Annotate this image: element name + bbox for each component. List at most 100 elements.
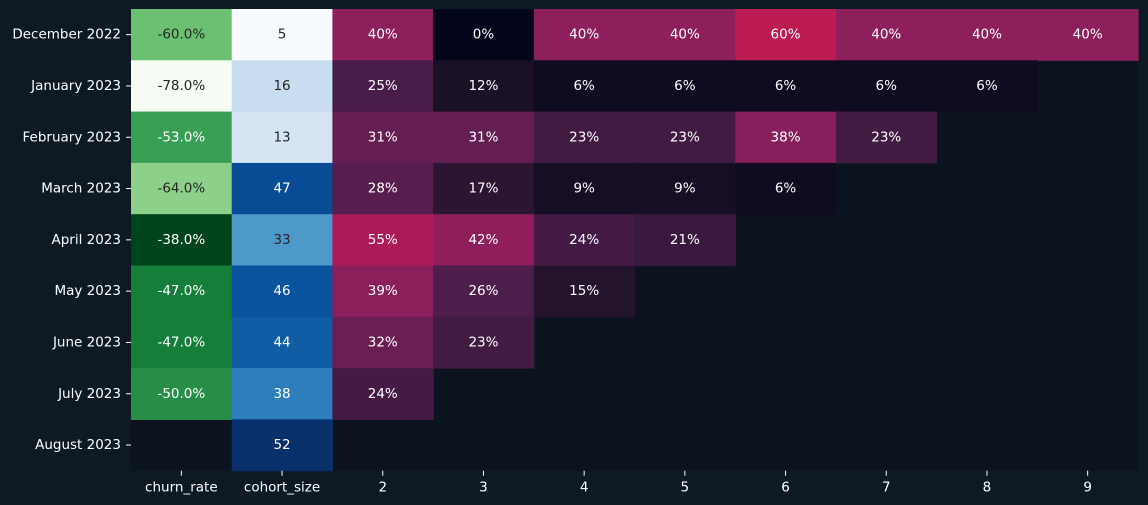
- x-tick-label: 4: [580, 480, 589, 496]
- retention-cell: [735, 60, 837, 113]
- retention-cell: [533, 9, 636, 61]
- retention-cell-label: 60%: [771, 27, 801, 43]
- retention-cell-label: 28%: [368, 181, 398, 197]
- retention-cell: [433, 60, 535, 113]
- cohort-size-cell-label: 33: [273, 232, 290, 248]
- y-tick-label: March 2023: [41, 181, 121, 197]
- churn-rate-cell-label: -47.0%: [157, 283, 205, 299]
- retention-cell-label: 6%: [876, 78, 898, 94]
- retention-cell-label: 40%: [1073, 27, 1103, 43]
- churn-rate-cell: [131, 162, 233, 215]
- retention-cell-label: 25%: [368, 78, 398, 94]
- retention-cell-label: 40%: [871, 27, 901, 43]
- cohort-size-cell: [231, 316, 333, 369]
- retention-cell: [533, 60, 636, 113]
- retention-cell: [332, 265, 434, 318]
- cohort-size-cell-label: 5: [278, 27, 287, 43]
- retention-cell-label: 40%: [368, 27, 398, 43]
- churn-rate-cell: [131, 111, 233, 164]
- retention-cell: [433, 111, 535, 164]
- retention-cell-label: 38%: [771, 129, 801, 145]
- retention-cell-label: 32%: [368, 334, 398, 350]
- retention-cell: [835, 111, 938, 164]
- retention-cell-label: 6%: [775, 181, 797, 197]
- y-tick-label: February 2023: [23, 129, 121, 145]
- cohort-size-cell-label: 38: [273, 386, 290, 402]
- cohort-size-cell: [231, 162, 333, 215]
- retention-cell-label: 9%: [674, 181, 696, 197]
- retention-cell-label: 24%: [569, 232, 599, 248]
- y-tick-label: June 2023: [52, 334, 121, 350]
- retention-cell-label: 0%: [473, 27, 495, 43]
- churn-rate-cell: [131, 60, 233, 113]
- churn-rate-cell-label: -50.0%: [157, 386, 205, 402]
- retention-cell-label: 15%: [569, 283, 599, 299]
- x-tick-label: 5: [681, 480, 690, 496]
- y-tick-label: May 2023: [54, 283, 121, 299]
- churn-rate-cell-label: -53.0%: [157, 129, 205, 145]
- retention-cell-label: 26%: [468, 283, 498, 299]
- retention-cell: [735, 162, 837, 215]
- retention-cell: [533, 111, 636, 164]
- retention-cell: [332, 9, 434, 61]
- retention-cell: [332, 111, 434, 164]
- retention-cell-label: 6%: [674, 78, 696, 94]
- cohort-size-cell: [231, 60, 333, 113]
- retention-cell: [433, 214, 535, 267]
- retention-cell: [332, 162, 434, 215]
- churn-rate-cell-label: -47.0%: [157, 334, 205, 350]
- x-tick-label: 2: [378, 480, 387, 496]
- churn-rate-cell: [131, 368, 233, 420]
- cohort-size-cell: [231, 265, 333, 318]
- retention-cell: [332, 60, 434, 113]
- churn-rate-cell: [131, 265, 233, 318]
- x-tick-label: cohort_size: [244, 480, 320, 496]
- retention-cell-label: 6%: [573, 78, 595, 94]
- cohort-size-cell-label: 16: [273, 78, 290, 94]
- x-tick-label: 3: [479, 480, 488, 496]
- retention-cell-label: 24%: [368, 386, 398, 402]
- retention-cell: [433, 265, 535, 318]
- cohort-size-cell: [231, 368, 333, 420]
- cohort-size-cell: [231, 419, 333, 472]
- retention-cell: [634, 111, 736, 164]
- retention-cell: [533, 162, 636, 215]
- retention-cell-label: 23%: [468, 334, 498, 350]
- retention-cell-label: 9%: [573, 181, 595, 197]
- churn-rate-cell-label: -78.0%: [157, 78, 205, 94]
- cohort-size-cell-label: 44: [273, 334, 290, 350]
- x-tick-label: 7: [882, 480, 891, 496]
- cohort-size-cell-label: 46: [273, 283, 290, 299]
- retention-cell-label: 31%: [368, 129, 398, 145]
- retention-cell-label: 23%: [670, 129, 700, 145]
- cohort-size-cell-label: 52: [273, 437, 290, 453]
- retention-cell: [533, 265, 636, 318]
- retention-cell: [936, 60, 1038, 113]
- cohort-size-cell-label: 47: [273, 181, 290, 197]
- retention-cell: [332, 368, 434, 420]
- retention-cell: [634, 162, 736, 215]
- y-tick-label: July 2023: [57, 386, 121, 402]
- churn-rate-cell-label: -64.0%: [157, 181, 205, 197]
- retention-cell-label: 12%: [468, 78, 498, 94]
- retention-cell-label: 40%: [972, 27, 1002, 43]
- churn-rate-cell: [131, 9, 233, 61]
- retention-cell-label: 55%: [368, 232, 398, 248]
- churn-rate-cell: [131, 316, 233, 369]
- x-tick-label: 8: [983, 480, 992, 496]
- cohort-size-cell: [231, 111, 333, 164]
- y-tick-label: January 2023: [30, 78, 121, 94]
- retention-cell: [936, 9, 1038, 61]
- cohort-size-cell-label: 13: [273, 129, 290, 145]
- retention-cell-label: 21%: [670, 232, 700, 248]
- x-tick-label: churn_rate: [145, 480, 218, 496]
- cohort-size-cell: [231, 214, 333, 267]
- retention-cell: [735, 111, 837, 164]
- retention-cell: [332, 316, 434, 369]
- churn-rate-cell-label: -60.0%: [157, 27, 205, 43]
- retention-cell: [433, 9, 535, 61]
- retention-cell: [1037, 9, 1139, 61]
- retention-cell: [433, 316, 535, 369]
- retention-cell: [835, 60, 938, 113]
